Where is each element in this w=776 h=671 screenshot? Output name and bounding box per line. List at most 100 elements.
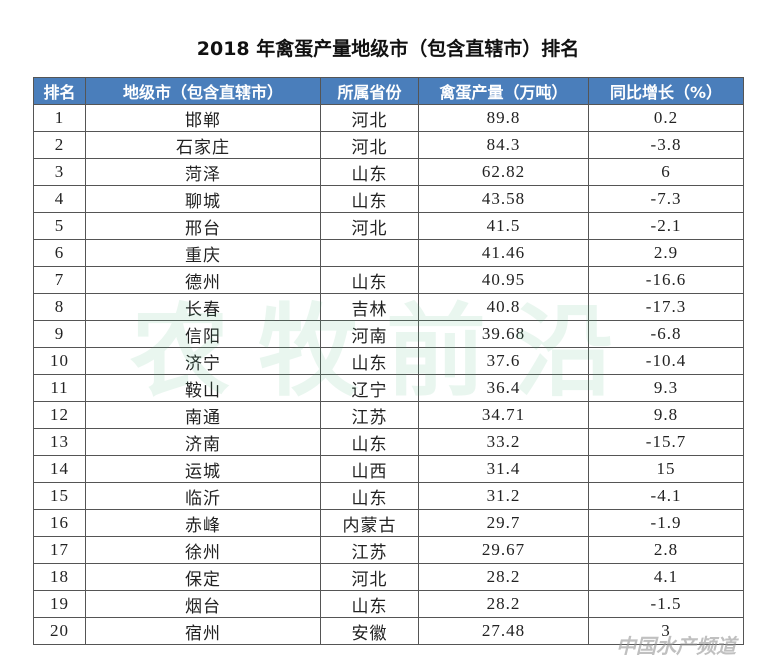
table-cell: -3.8 [588, 131, 744, 159]
table-row: 8 长春 吉林 40.8 -17.3 [33, 293, 744, 321]
table-cell: -10.4 [588, 347, 744, 375]
table-row: 15 临沂 山东 31.2 -4.1 [33, 482, 744, 510]
table-cell: 27.48 [418, 617, 589, 645]
table-row: 12 南通 江苏 34.71 9.8 [33, 401, 744, 429]
table-cell: 河北 [320, 104, 419, 132]
table-cell: 41.46 [418, 239, 589, 267]
table-cell: 河北 [320, 563, 419, 591]
table-cell: -7.3 [588, 185, 744, 213]
table-cell: 7 [33, 266, 86, 294]
table-cell: 14 [33, 455, 86, 483]
table-cell: 2 [33, 131, 86, 159]
table-row: 18 保定 河北 28.2 4.1 [33, 563, 744, 591]
table-cell: 长春 [85, 293, 321, 321]
table-cell: 15 [588, 455, 744, 483]
table-cell: 18 [33, 563, 86, 591]
table-cell: -16.6 [588, 266, 744, 294]
table-cell: -4.1 [588, 482, 744, 510]
table-cell: -17.3 [588, 293, 744, 321]
header-row: 排名 地级市（包含直辖市） 所属省份 禽蛋产量（万吨） 同比增长（%） [33, 77, 744, 105]
table-cell: 8 [33, 293, 86, 321]
table-cell: 山东 [320, 266, 419, 294]
table-cell: 10 [33, 347, 86, 375]
table-cell: -6.8 [588, 320, 744, 348]
table-cell: 4 [33, 185, 86, 213]
table-row: 10 济宁 山东 37.6 -10.4 [33, 347, 744, 375]
table-cell: 南通 [85, 401, 321, 429]
table-cell: 山西 [320, 455, 419, 483]
table-cell: 邢台 [85, 212, 321, 240]
table-cell: 9 [33, 320, 86, 348]
table-cell: 6 [33, 239, 86, 267]
table-cell: 赤峰 [85, 509, 321, 537]
table-cell: 89.8 [418, 104, 589, 132]
table-cell: -15.7 [588, 428, 744, 456]
table-cell: 43.58 [418, 185, 589, 213]
table-cell: 9.8 [588, 401, 744, 429]
table-row: 1 邯郸 河北 89.8 0.2 [33, 104, 744, 132]
table-cell: 江苏 [320, 401, 419, 429]
table-cell: 28.2 [418, 563, 589, 591]
table-cell: 13 [33, 428, 86, 456]
table-cell: 德州 [85, 266, 321, 294]
table-cell: 宿州 [85, 617, 321, 645]
table-cell: 16 [33, 509, 86, 537]
table-body: 1 邯郸 河北 89.8 0.2 2 石家庄 河北 84.3 -3.8 3 菏泽 山东 62.82 6 4 聊城… [33, 104, 744, 645]
table-cell: 重庆 [85, 239, 321, 267]
table-cell: 19 [33, 590, 86, 618]
table-cell: 34.71 [418, 401, 589, 429]
table-cell: 信阳 [85, 320, 321, 348]
table-row: 9 信阳 河南 39.68 -6.8 [33, 320, 744, 348]
table-row: 16 赤峰 内蒙古 29.7 -1.9 [33, 509, 744, 537]
table-cell: 84.3 [418, 131, 589, 159]
table-row: 5 邢台 河北 41.5 -2.1 [33, 212, 744, 240]
table-cell: 山东 [320, 185, 419, 213]
table-cell: 6 [588, 158, 744, 186]
table-row: 14 运城 山西 31.4 15 [33, 455, 744, 483]
table-cell: 39.68 [418, 320, 589, 348]
table-cell: 徐州 [85, 536, 321, 564]
table-cell: 邯郸 [85, 104, 321, 132]
table-cell: 山东 [320, 482, 419, 510]
table-cell: 17 [33, 536, 86, 564]
table-cell: 2.9 [588, 239, 744, 267]
table-cell: 1 [33, 104, 86, 132]
table-cell: 2.8 [588, 536, 744, 564]
table-cell: 3 [33, 158, 86, 186]
table-cell: 济南 [85, 428, 321, 456]
table-cell: 33.2 [418, 428, 589, 456]
table-cell: 烟台 [85, 590, 321, 618]
table-cell: 山东 [320, 158, 419, 186]
table-cell: 河南 [320, 320, 419, 348]
table-cell: 3 [588, 617, 744, 645]
table-row: 19 烟台 山东 28.2 -1.5 [33, 590, 744, 618]
table-row: 11 鞍山 辽宁 36.4 9.3 [33, 374, 744, 402]
logo: 中国水产频道 [616, 634, 736, 658]
table-row: 17 徐州 江苏 29.67 2.8 [33, 536, 744, 564]
title: 2018 年禽蛋产量地级市（包含直辖市）排名 [196, 38, 580, 60]
column-header: 禽蛋产量（万吨） [418, 77, 589, 105]
table-cell: 29.7 [418, 509, 589, 537]
table-cell: 36.4 [418, 374, 589, 402]
table-row: 20 宿州 安徽 27.48 3 [33, 617, 744, 645]
table-cell: 0.2 [588, 104, 744, 132]
table-cell: 辽宁 [320, 374, 419, 402]
column-header: 地级市（包含直辖市） [85, 77, 321, 105]
table-cell: 29.67 [418, 536, 589, 564]
table-cell: 9.3 [588, 374, 744, 402]
table-cell: 菏泽 [85, 158, 321, 186]
table-cell: 内蒙古 [320, 509, 419, 537]
table-cell: 40.8 [418, 293, 589, 321]
table-cell: 河北 [320, 212, 419, 240]
table-cell: 41.5 [418, 212, 589, 240]
table-cell: 山东 [320, 428, 419, 456]
table-cell: 28.2 [418, 590, 589, 618]
table-cell: 11 [33, 374, 86, 402]
table-row: 4 聊城 山东 43.58 -7.3 [33, 185, 744, 213]
table-cell: 31.4 [418, 455, 589, 483]
table-cell: 河北 [320, 131, 419, 159]
column-header: 排名 [33, 77, 86, 105]
table-cell: 石家庄 [85, 131, 321, 159]
table-row: 2 石家庄 河北 84.3 -3.8 [33, 131, 744, 159]
table-cell: 江苏 [320, 536, 419, 564]
